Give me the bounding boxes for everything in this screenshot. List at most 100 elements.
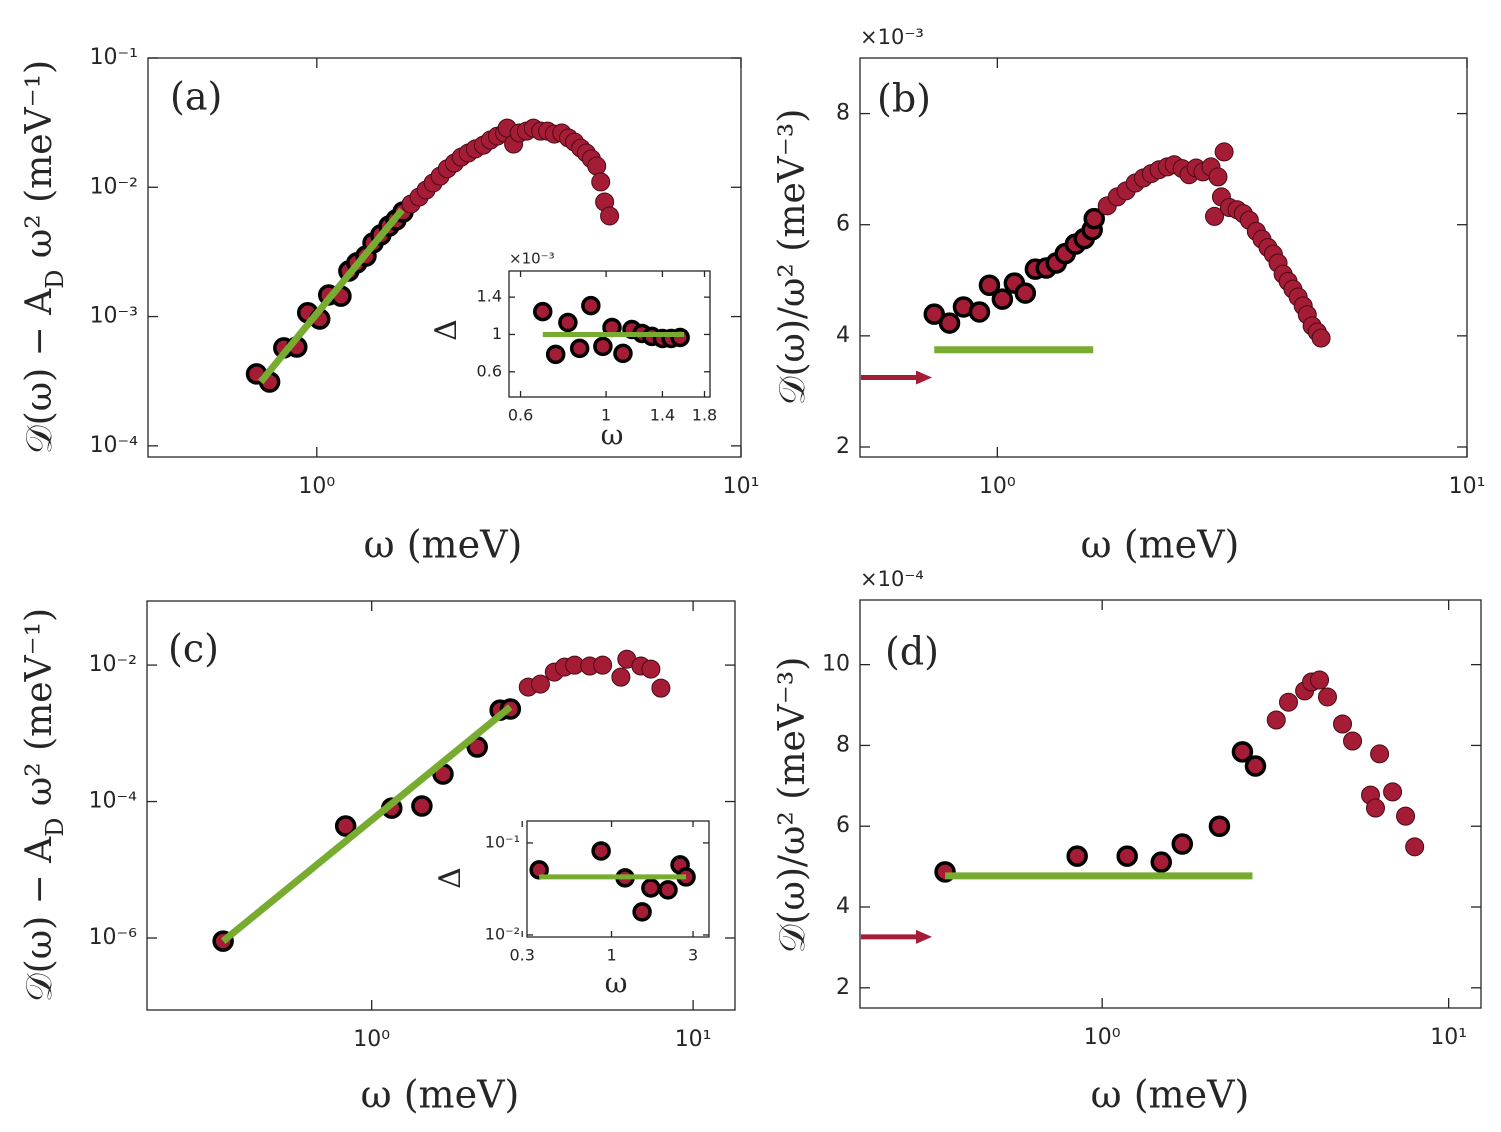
panel-label: (c) (168, 627, 219, 671)
panel-label: (d) (885, 630, 939, 674)
y-tick-label: 10⁻¹ (485, 832, 520, 851)
fit-line (257, 207, 405, 385)
y-axis-label-part: 𝒟(ω)/ω² (meV⁻³) (772, 657, 813, 954)
data-point (600, 206, 620, 226)
x-tick-label: 1.8 (692, 406, 717, 425)
x-tick-label: 10⁰ (298, 474, 335, 499)
y-axis-label-part: ω² (meV⁻¹) (19, 60, 60, 270)
data-point (658, 880, 678, 900)
data-point (938, 312, 961, 334)
data-point (632, 902, 652, 922)
data-point (968, 301, 991, 323)
y-tick-label: 10⁻⁴ (90, 433, 139, 458)
x-tick-label: 10¹ (1430, 1025, 1467, 1050)
x-tick-label: 10¹ (1449, 474, 1486, 499)
x-tick-label: 0.6 (508, 406, 533, 425)
x-axis-label: ω (meV) (364, 523, 523, 567)
data-point (1370, 744, 1390, 764)
data-point (411, 795, 433, 817)
data-point (1208, 167, 1228, 187)
x-tick-label: 10¹ (723, 474, 760, 499)
y-tick-label: 10⁻⁶ (89, 925, 138, 950)
data-point (651, 678, 671, 698)
x-tick-label: 3 (688, 946, 698, 965)
y-tick-label: 10⁻² (90, 174, 138, 199)
y-tick-label: 4 (836, 323, 850, 348)
y-tick-label: 10⁻² (89, 652, 137, 677)
data-point (670, 327, 690, 348)
arrow-head (916, 370, 932, 385)
y-tick-label: 6 (836, 212, 850, 237)
y-axis-label: 𝒟(ω)/ω² (meV⁻³) (772, 109, 813, 406)
y-tick-label: 8 (836, 101, 850, 126)
data-point (591, 172, 611, 192)
plot-area (859, 57, 1468, 458)
y-axis-label-part: D (41, 818, 69, 837)
data-point (593, 655, 613, 675)
y-tick-label: 10⁻³ (90, 304, 138, 329)
y-multiplier: ×10⁻³ (509, 250, 555, 268)
y-tick-label: 1.4 (477, 287, 502, 306)
data-point (530, 674, 550, 694)
x-tick-label: 10⁰ (979, 474, 1016, 499)
data-point (593, 336, 613, 357)
x-tick-label: 10¹ (675, 1027, 712, 1052)
data-point (641, 878, 661, 898)
data-point (1150, 851, 1173, 873)
y-tick-label: 8 (836, 732, 850, 757)
y-tick-label: 0.6 (477, 361, 502, 380)
y-axis-label-part: 𝒟(ω) − A (19, 836, 60, 1002)
y-axis-label: 𝒟(ω)/ω² (meV⁻³) (772, 657, 813, 954)
arrow-head (916, 929, 932, 944)
x-tick-label: 1 (606, 946, 616, 965)
data-point (334, 815, 357, 837)
data-point (587, 156, 607, 176)
y-tick-label: 6 (836, 813, 850, 838)
x-axis-label: ω (meV) (1081, 523, 1240, 567)
x-tick-label: 0.3 (509, 946, 534, 965)
y-tick-label: 10⁻⁴ (89, 789, 138, 814)
data-point (1396, 806, 1416, 826)
data-point (611, 667, 631, 687)
y-axis-label-part: D (41, 270, 69, 289)
data-point (1383, 782, 1403, 802)
y-multiplier: ×10⁻³ (860, 25, 924, 49)
y-tick-label: 10⁻² (485, 924, 520, 943)
y-tick-label: 4 (836, 894, 850, 919)
x-axis-label: ω (601, 419, 624, 452)
y-tick-label: 10 (822, 652, 850, 677)
data-point (1244, 755, 1267, 777)
data-point (923, 303, 946, 325)
data-point (558, 312, 578, 333)
y-axis-label-part: 𝒟(ω) − A (19, 288, 60, 454)
data-point (545, 344, 566, 365)
data-point (1171, 833, 1194, 855)
data-point (641, 659, 661, 679)
data-point (1279, 692, 1299, 712)
y-tick-label: 1 (492, 324, 502, 343)
data-point (1317, 687, 1337, 707)
data-point (1208, 815, 1231, 837)
panel-label: (b) (877, 77, 931, 121)
data-point (991, 288, 1014, 310)
y-tick-label: 10⁻¹ (90, 45, 138, 70)
y-axis-label: Δ (433, 867, 468, 889)
panel-label: (a) (170, 75, 222, 119)
x-axis-label: ω (605, 967, 628, 1000)
fit-line (220, 704, 513, 944)
y-axis-label: 𝒟(ω) − AD ω² (meV⁻¹) (19, 608, 69, 1002)
data-point (532, 301, 553, 322)
x-tick-label: 10⁰ (1084, 1025, 1121, 1050)
x-tick-label: 1.4 (650, 406, 675, 425)
data-point (1116, 845, 1138, 867)
data-point (581, 295, 601, 316)
data-point (1014, 282, 1037, 304)
y-axis-label-part: Δ (433, 867, 468, 889)
data-point (1333, 714, 1353, 734)
y-axis-label-part: 𝒟(ω)/ω² (meV⁻³) (772, 109, 813, 406)
y-multiplier: ×10⁻⁴ (860, 567, 924, 591)
data-point (613, 343, 633, 364)
x-tick-label: 1 (601, 406, 611, 425)
data-point (1311, 328, 1331, 348)
